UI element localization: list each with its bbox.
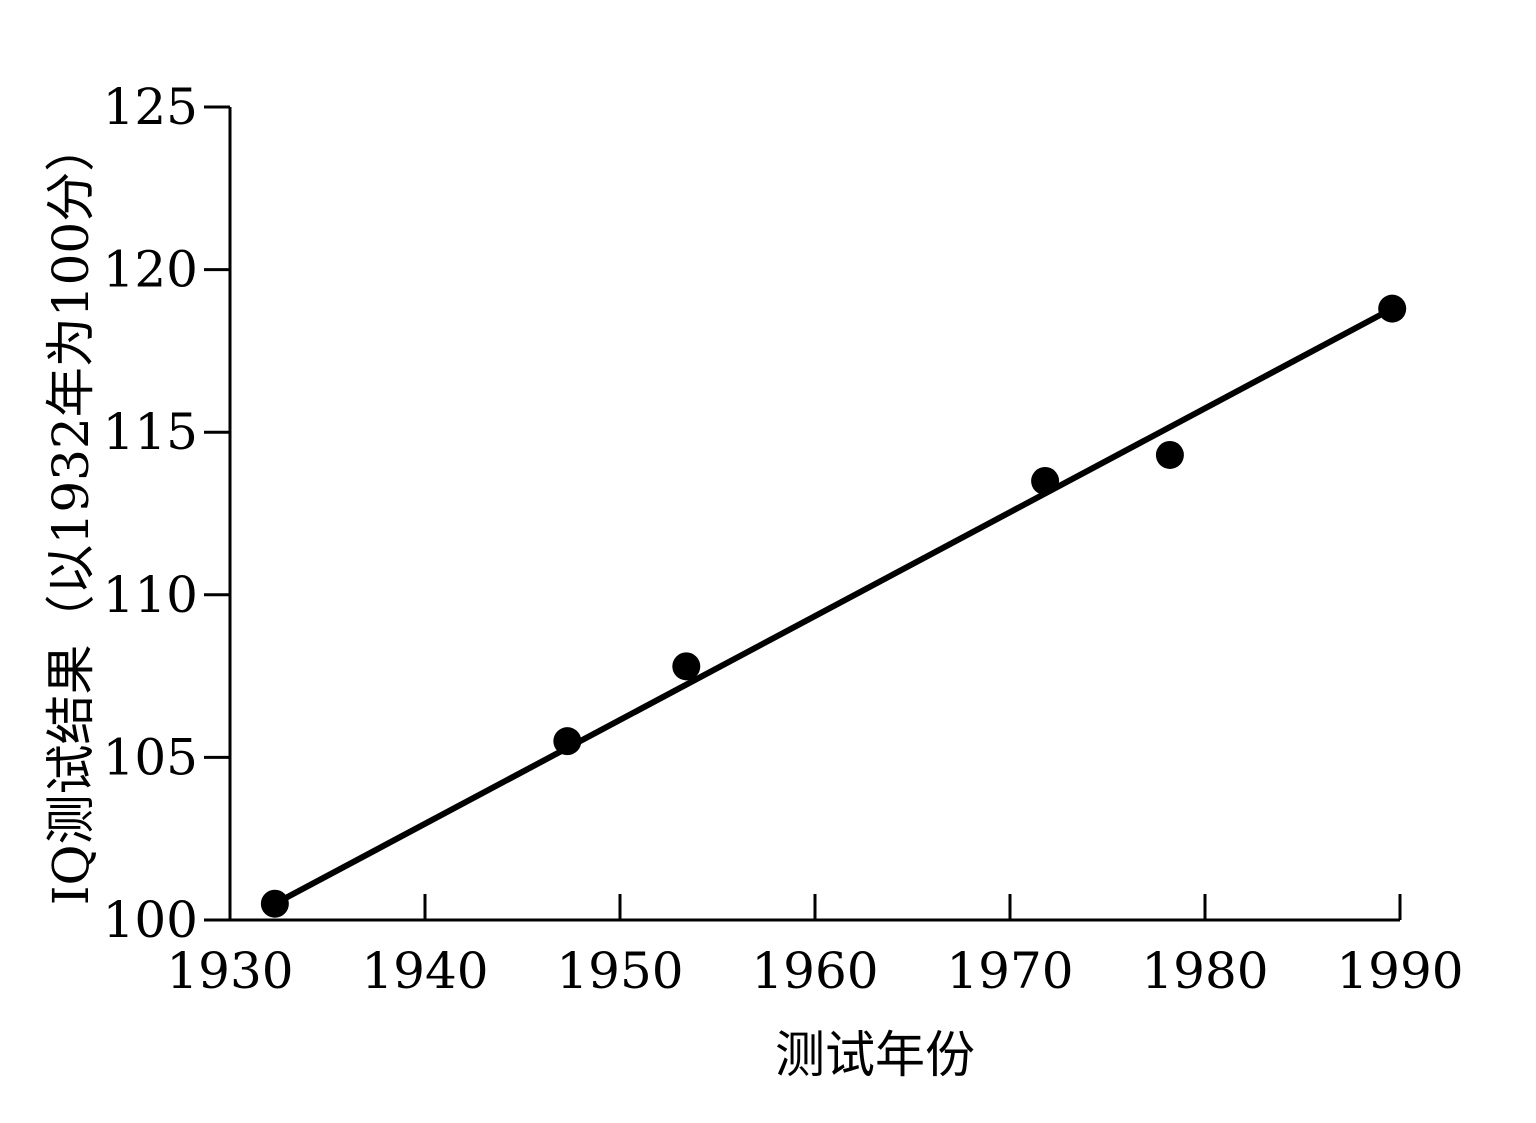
data-point [260,889,289,918]
data-point [1031,466,1060,495]
y-axis-title: IQ测试结果（以1932年为100分） [42,122,100,905]
trend-line [271,305,1396,907]
data-point [1155,440,1184,469]
data-points [260,294,1407,918]
y-tick-label: 120 [103,241,198,299]
fit-line-group [271,305,1396,907]
y-tick-label: 125 [103,78,198,136]
x-tick-label: 1990 [1336,942,1463,1000]
y-tick-label: 100 [103,891,198,949]
x-tick-label: 1980 [1141,942,1268,1000]
x-tick-label: 1930 [166,942,293,1000]
ticks: 1930 1940 1950 1960 1970 1980 1990 100 105 110 115… [103,78,1464,1000]
data-point [553,727,582,756]
x-axis-title: 测试年份 [775,1026,975,1084]
data-point [672,652,701,681]
x-tick-label: 1970 [946,942,1073,1000]
x-tick-label: 1960 [751,942,878,1000]
x-tick-label: 1950 [556,942,683,1000]
y-tick-label: 110 [103,566,198,624]
x-tick-label: 1940 [361,942,488,1000]
axes [228,107,1400,922]
y-tick-label: 105 [103,728,198,786]
y-tick-label: 115 [103,403,198,461]
data-point [1378,294,1407,323]
